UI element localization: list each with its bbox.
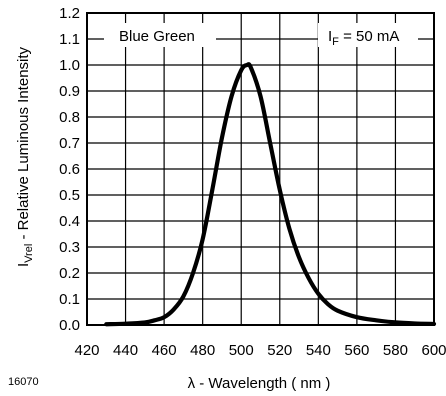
x-tick-label: 580	[383, 342, 408, 359]
y-axis-title-base: I	[15, 263, 32, 267]
y-tick-label: 0.0	[59, 317, 80, 334]
y-axis-title-subscript: Vrel	[23, 244, 35, 263]
annotation-background	[104, 23, 216, 47]
series-line	[104, 62, 437, 327]
x-tick-label: 500	[229, 342, 254, 359]
y-tick-label: 0.3	[59, 239, 80, 256]
condition-subscript: F	[332, 36, 339, 48]
y-tick-label: 1.0	[59, 57, 80, 74]
x-axis-title: λ - Wavelength ( nm )	[188, 375, 331, 392]
x-tick-label: 440	[113, 342, 138, 359]
plot-frame	[86, 12, 435, 326]
y-tick-label: 0.7	[59, 135, 80, 152]
x-tick-label: 540	[306, 342, 331, 359]
y-tick-label: 0.2	[59, 265, 80, 282]
series-layer	[104, 62, 437, 327]
grid	[86, 12, 435, 326]
condition-annotation: IF = 50 mA	[328, 28, 399, 48]
series-annotation: Blue Green	[119, 28, 195, 45]
y-tick-label: 0.8	[59, 109, 80, 126]
x-tick-label: 480	[190, 342, 215, 359]
y-tick-label: 0.1	[59, 291, 80, 308]
y-tick-label: 0.4	[59, 213, 80, 230]
x-tick-label: 600	[421, 342, 446, 359]
x-tick-label: 460	[152, 342, 177, 359]
tick-labels: 420 440 460 480 500 520 540 560 580 600 0.0 0.1 0.2 0…	[59, 5, 446, 359]
y-tick-label: 0.9	[59, 83, 80, 100]
x-tick-label: 520	[267, 342, 292, 359]
y-tick-label: 0.5	[59, 187, 80, 204]
y-axis-title: IVrel - Relative Luminous Intensity	[15, 46, 35, 267]
figure-id: 16070	[8, 376, 39, 388]
y-tick-label: 1.2	[59, 5, 80, 22]
y-tick-label: 0.6	[59, 161, 80, 178]
y-axis-title-rest: - Relative Luminous Intensity	[15, 46, 32, 243]
condition-value: = 50 mA	[339, 28, 399, 45]
condition-base: I	[328, 28, 332, 45]
annotation-background	[318, 23, 418, 47]
x-tick-label: 560	[344, 342, 369, 359]
y-tick-label: 1.1	[59, 31, 80, 48]
x-tick-label: 420	[74, 342, 99, 359]
